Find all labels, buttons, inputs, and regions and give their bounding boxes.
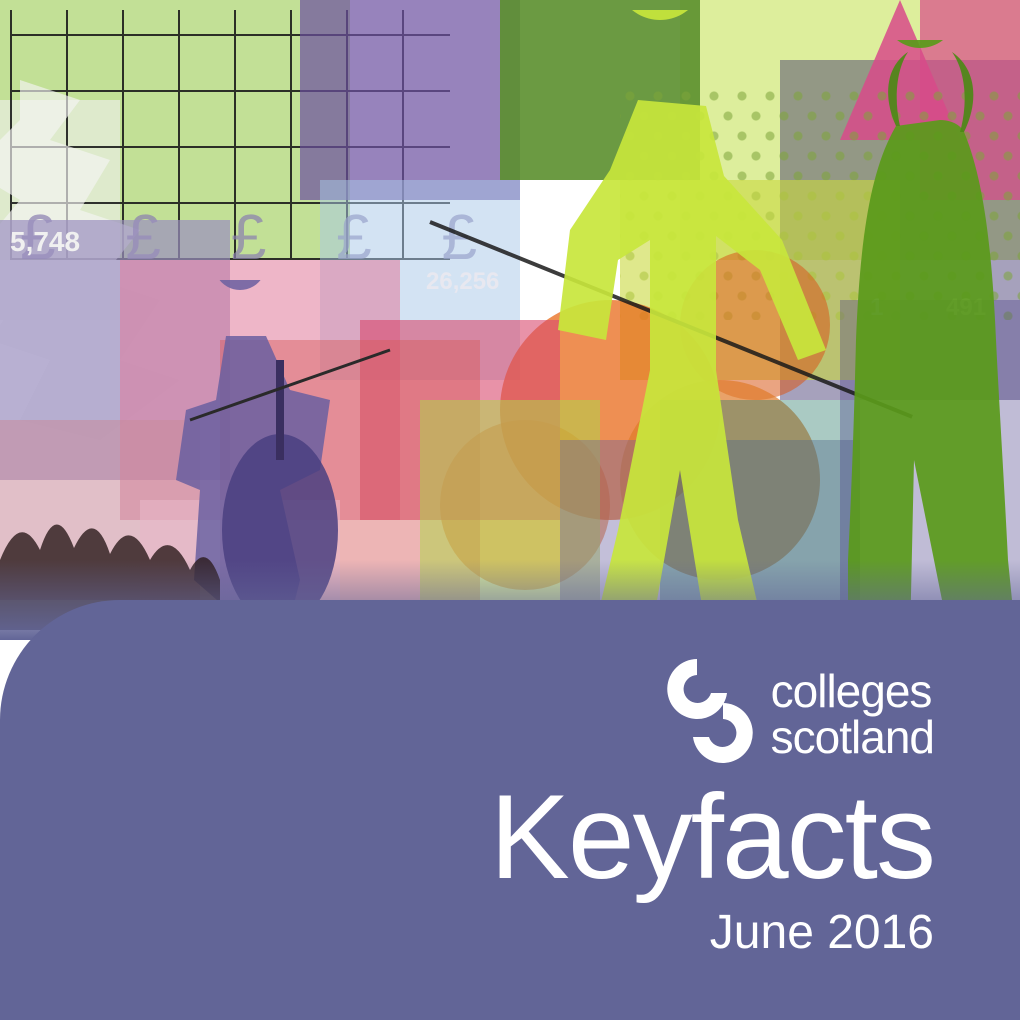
collage-art: £ £ £ £ £ 5,748 26,256 1 491 bbox=[0, 0, 1020, 650]
logo-icon bbox=[667, 659, 753, 769]
data-label: 5,748 bbox=[10, 226, 80, 258]
skier-silhouette bbox=[510, 10, 840, 610]
document-subtitle: June 2016 bbox=[490, 905, 934, 960]
document-cover: £ £ £ £ £ 5,748 26,256 1 491 bbox=[0, 0, 1020, 1020]
data-label: 26,256 bbox=[426, 268, 499, 296]
logo-line1: colleges bbox=[771, 668, 934, 714]
document-title: Keyfacts bbox=[490, 777, 934, 897]
logo-row: colleges scotland bbox=[490, 659, 934, 769]
woman-silhouette bbox=[800, 40, 1020, 640]
logo-text: colleges scotland bbox=[771, 668, 934, 760]
color-block bbox=[300, 0, 520, 200]
panel-fade bbox=[0, 560, 1020, 640]
title-panel: colleges scotland Keyfacts June 2016 bbox=[0, 600, 1020, 1020]
brand-block: colleges scotland Keyfacts June 2016 bbox=[490, 659, 934, 960]
logo-line2: scotland bbox=[771, 714, 934, 760]
